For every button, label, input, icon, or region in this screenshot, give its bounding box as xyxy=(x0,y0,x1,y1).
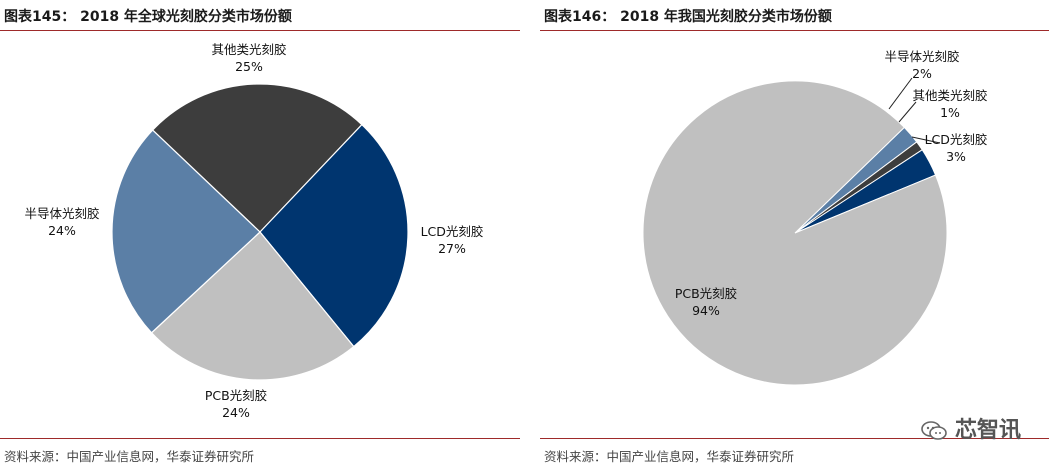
left-pie-chart: 其他类光刻胶 25% LCD光刻胶 27% PCB光刻胶 24% 半导体光刻胶 24% xyxy=(24,42,484,420)
left-label-lcd: LCD光刻胶 xyxy=(421,224,484,239)
right-pct-semiconductor: 2% xyxy=(912,66,932,81)
left-chart-title: 图表145： 2018 年全球光刻胶分类市场份额 xyxy=(4,9,292,25)
left-source-rule xyxy=(0,438,520,439)
left-slice-other xyxy=(151,83,363,233)
left-pct-pcb: 24% xyxy=(222,405,250,420)
right-source-rule xyxy=(540,438,1049,439)
left-pct-other: 25% xyxy=(235,59,263,74)
left-source-note: 资料来源：中国产业信息网，华泰证券研究所 xyxy=(4,449,255,464)
right-pie-chart: 半导体光刻胶 2% 其他类光刻胶 1% LCD光刻胶 3% PCB光刻胶 94% xyxy=(642,49,988,386)
right-leader-other xyxy=(898,101,917,123)
left-slice-semiconductor xyxy=(111,129,261,334)
right-label-semiconductor: 半导体光刻胶 xyxy=(884,49,959,64)
left-label-other: 其他类光刻胶 xyxy=(211,42,286,57)
right-source-note: 资料来源：中国产业信息网，华泰证券研究所 xyxy=(544,449,795,464)
right-leader-lcd xyxy=(911,136,941,144)
left-slice-lcd xyxy=(259,123,409,348)
wechat-icon xyxy=(921,421,948,440)
left-title-rule xyxy=(0,30,520,31)
left-pct-lcd: 27% xyxy=(438,241,466,256)
right-chart-panel: 图表146： 2018 年我国光刻胶分类市场份额 半导体光刻胶 2% 其他类光刻胶 1… xyxy=(540,0,1049,475)
left-chart-panel: 图表145： 2018 年全球光刻胶分类市场份额 其他类光刻胶 25% LCD光刻胶… xyxy=(0,0,520,475)
right-title-rule xyxy=(540,30,1049,31)
right-pct-other: 1% xyxy=(940,105,960,120)
watermark-text: 芯智讯 xyxy=(954,418,1021,443)
left-slice-pcb xyxy=(150,231,355,381)
right-pct-lcd: 3% xyxy=(946,149,966,164)
right-leader-semiconductor xyxy=(888,77,913,110)
right-label-pcb: PCB光刻胶 xyxy=(675,286,737,301)
right-label-lcd: LCD光刻胶 xyxy=(925,132,988,147)
left-pct-semiconductor: 24% xyxy=(48,223,76,238)
left-label-pcb: PCB光刻胶 xyxy=(205,388,267,403)
watermark: 芯智讯 xyxy=(921,412,1021,444)
right-label-other: 其他类光刻胶 xyxy=(912,88,987,103)
left-label-semiconductor: 半导体光刻胶 xyxy=(24,206,99,221)
right-chart-title: 图表146： 2018 年我国光刻胶分类市场份额 xyxy=(544,9,832,25)
right-slice-pcb xyxy=(642,80,948,386)
right-pct-pcb: 94% xyxy=(692,303,720,318)
